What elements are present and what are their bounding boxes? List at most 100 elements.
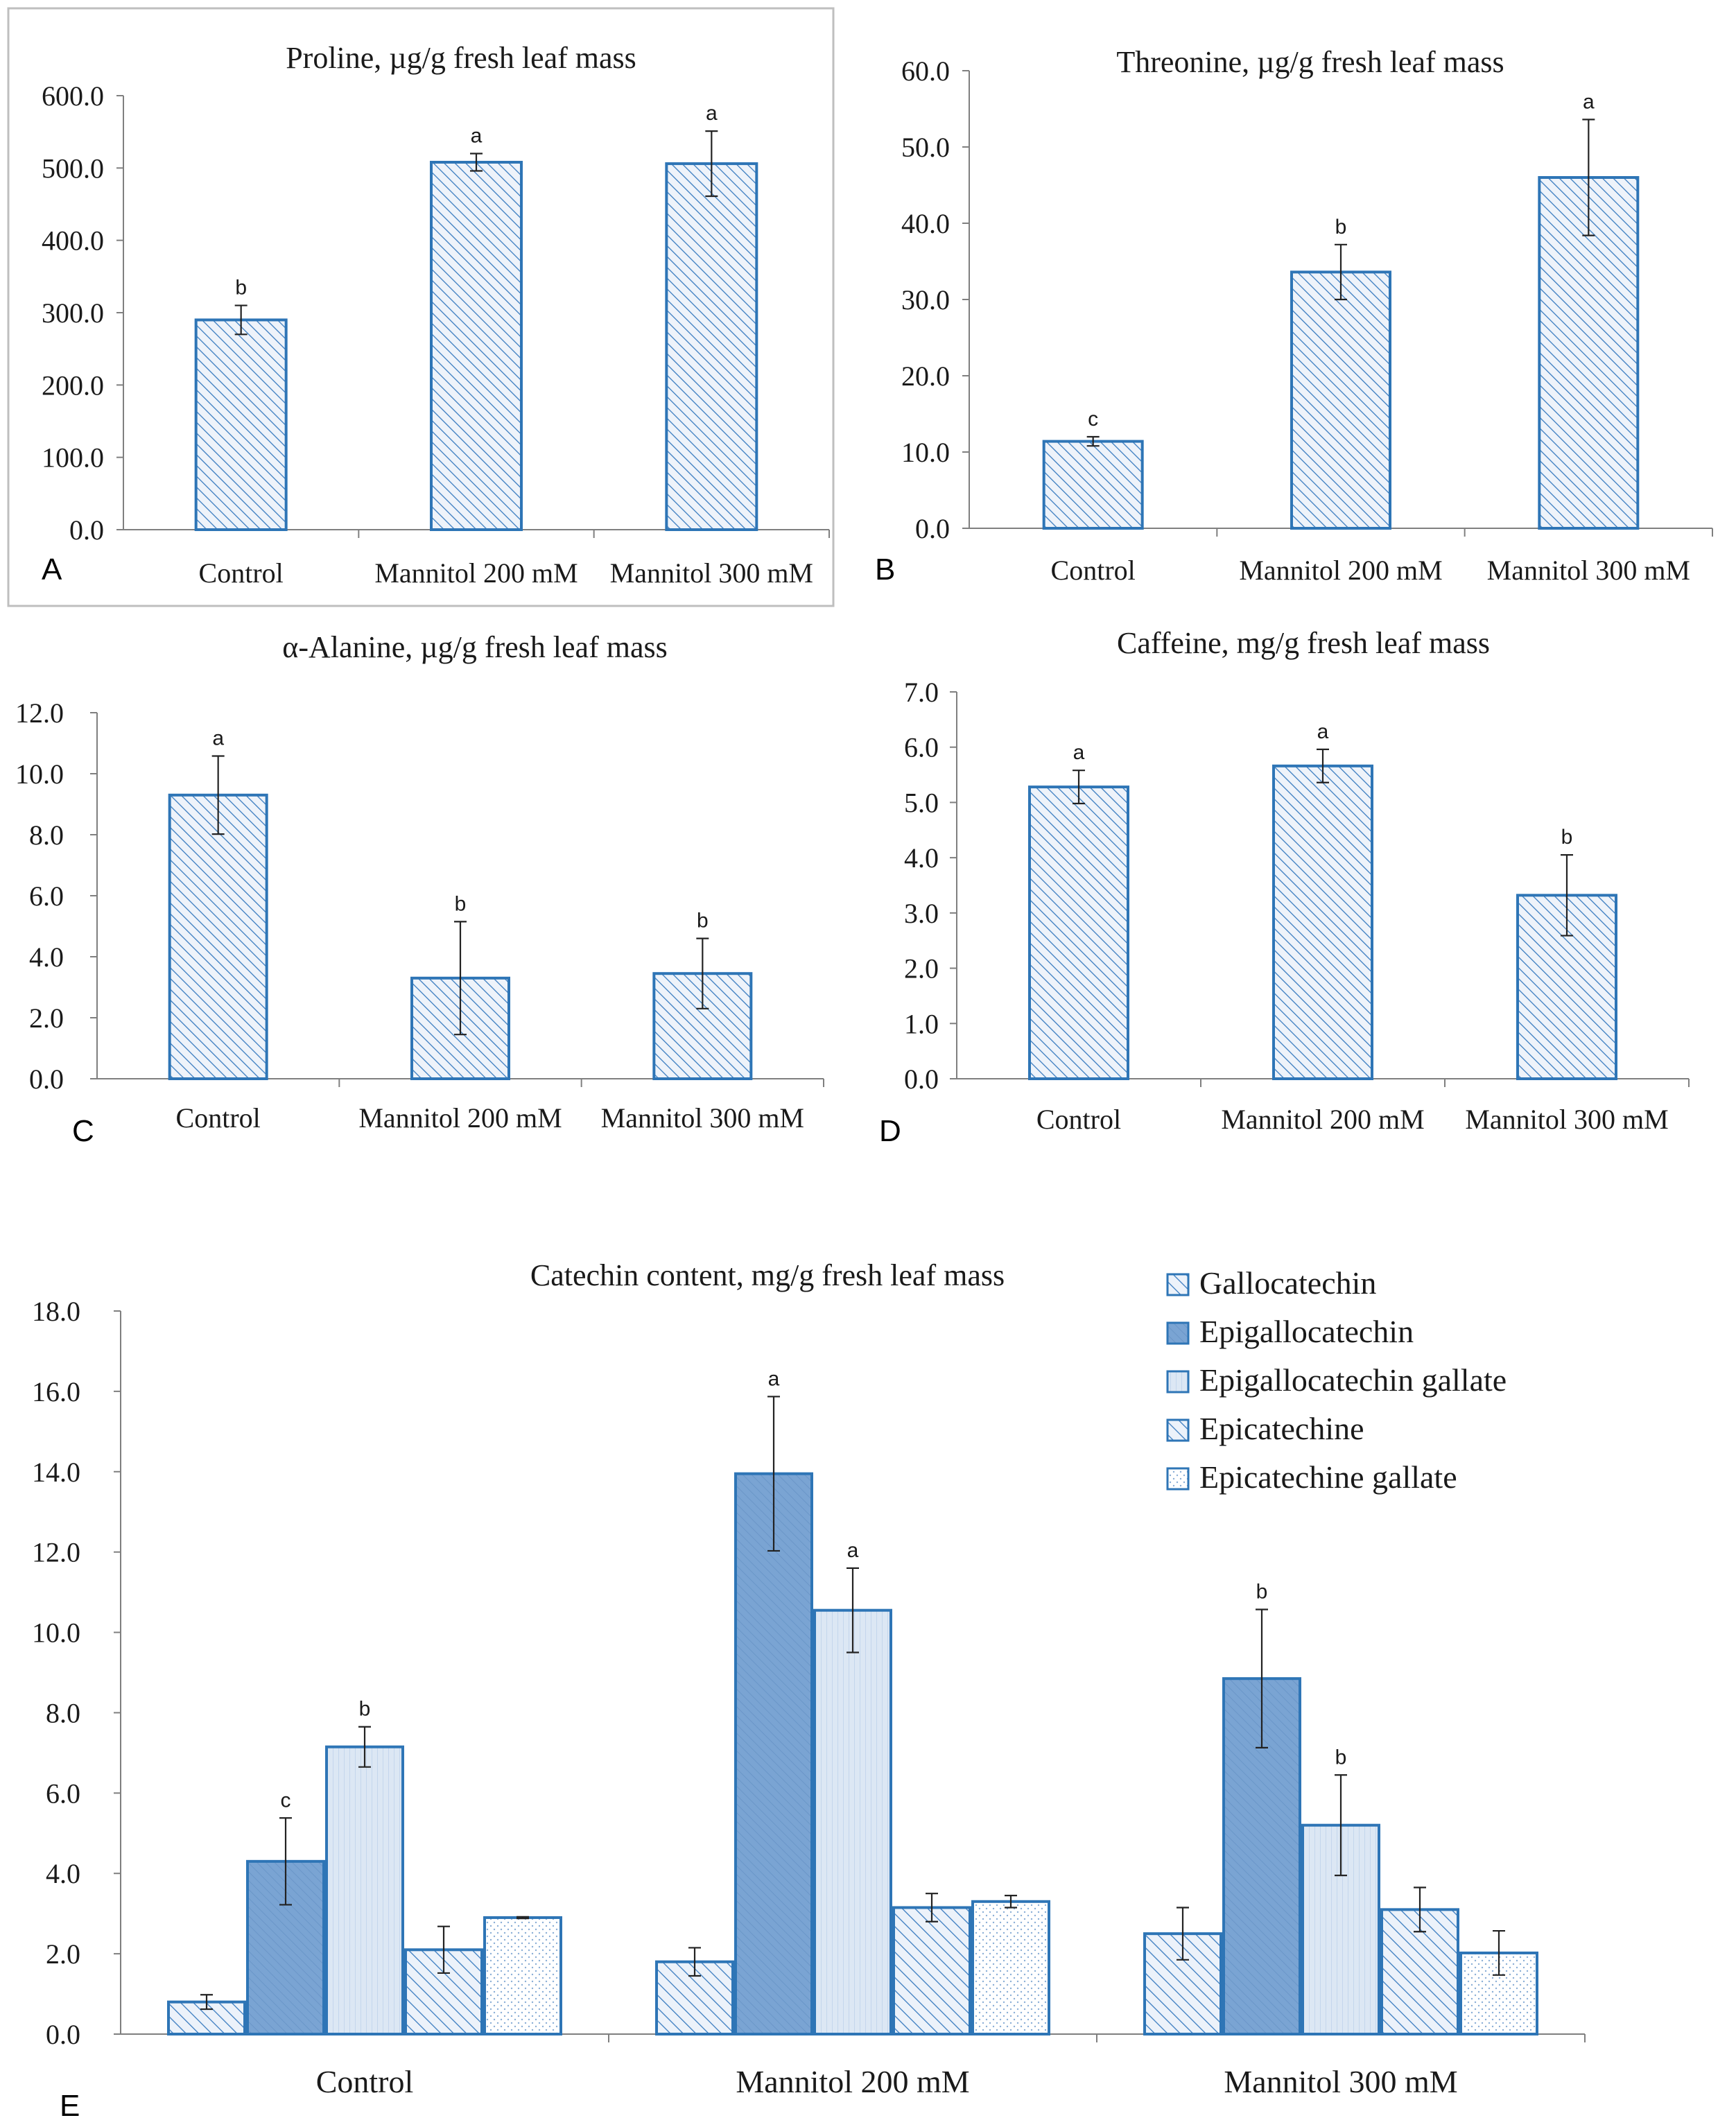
- panel-a-frame: [7, 7, 835, 607]
- x-tick-label: Control: [199, 557, 284, 589]
- y-tick-label: 600.0: [42, 80, 104, 112]
- legend-swatch: [1166, 1273, 1190, 1296]
- panel-letter: C: [72, 1114, 94, 1148]
- x-tick-label: Mannitol 200 mM: [736, 2064, 969, 2099]
- y-tick-label: 0.0: [69, 514, 104, 546]
- y-tick-label: 2.0: [46, 1938, 80, 1970]
- bar: [971, 1900, 1050, 2036]
- significance-label: a: [1583, 90, 1595, 113]
- y-tick-label: 10.0: [32, 1617, 80, 1649]
- chart-title: α-Alanine, µg/g fresh leaf mass: [282, 630, 667, 664]
- y-tick-label: 60.0: [901, 55, 950, 87]
- y-tick-label: 18.0: [32, 1296, 80, 1327]
- y-tick-label: 16.0: [32, 1376, 80, 1407]
- significance-label: b: [235, 277, 247, 299]
- significance-label: a: [1073, 741, 1085, 764]
- bar: [194, 318, 288, 531]
- y-tick-label: 8.0: [29, 819, 64, 851]
- bar: [430, 160, 523, 531]
- legend-swatch: [1166, 1321, 1190, 1345]
- y-tick-label: 4.0: [904, 842, 939, 874]
- significance-label: a: [706, 102, 718, 125]
- y-tick-label: 3.0: [904, 898, 939, 929]
- bar: [1042, 440, 1144, 530]
- bar: [734, 1472, 813, 2036]
- chart-panel-e: Catechin content, mg/g fresh leaf mass 0…: [32, 1258, 1586, 2123]
- significance-label: c: [1088, 408, 1098, 431]
- bar: [483, 1916, 562, 2036]
- significance-label: a: [1317, 720, 1329, 743]
- y-tick-label: 400.0: [42, 225, 104, 257]
- chart-panel-c: α-Alanine, µg/g fresh leaf mass 0.0 2.0 4.…: [15, 630, 824, 1148]
- y-tick-label: 10.0: [901, 437, 950, 468]
- legend-swatch: [1166, 1370, 1190, 1394]
- y-tick-label: 100.0: [42, 442, 104, 474]
- significance-label: b: [1335, 1746, 1347, 1769]
- y-tick-label: 40.0: [901, 208, 950, 239]
- legend-label: Epicatechine gallate: [1199, 1459, 1457, 1495]
- panel-letter: E: [60, 2089, 80, 2123]
- y-tick-label: 4.0: [46, 1858, 80, 1889]
- significance-label: b: [1561, 826, 1573, 849]
- bar: [325, 1745, 404, 2036]
- bar: [1028, 785, 1129, 1080]
- y-tick-label: 20.0: [901, 361, 950, 392]
- chart-title: Catechin content, mg/g fresh leaf mass: [530, 1258, 1005, 1292]
- significance-label: a: [768, 1367, 780, 1390]
- y-tick-label: 0.0: [904, 1064, 939, 1095]
- x-tick-label: Control: [1051, 555, 1136, 586]
- chart-panel-b: Threonine, µg/g fresh leaf mass 0.0 10.0 2…: [875, 45, 1713, 587]
- x-tick-label: Mannitol 300 mM: [1224, 2064, 1457, 2099]
- x-tick-label: Control: [1036, 1104, 1121, 1135]
- y-tick-label: 300.0: [42, 297, 104, 329]
- bar: [1290, 270, 1391, 530]
- y-tick-label: 6.0: [29, 880, 64, 912]
- y-tick-label: 6.0: [46, 1778, 80, 1809]
- legend-label: Epigallocatechin: [1199, 1314, 1414, 1349]
- legend-label: Epicatechine: [1199, 1411, 1364, 1446]
- bar: [892, 1906, 971, 2036]
- bar: [813, 1608, 892, 2035]
- chart-title: Caffeine, mg/g fresh leaf mass: [1117, 626, 1490, 660]
- x-tick-label: Mannitol 200 mM: [1239, 555, 1442, 586]
- y-tick-label: 0.0: [29, 1064, 64, 1095]
- x-tick-label: Mannitol 300 mM: [601, 1102, 804, 1134]
- panel-letter: A: [42, 553, 62, 587]
- chart-title: Threonine, µg/g fresh leaf mass: [1116, 45, 1504, 79]
- legend-swatch: [1166, 1467, 1190, 1491]
- bar: [665, 162, 758, 532]
- significance-label: b: [359, 1698, 371, 1721]
- legend: Gallocatechin Epigallocatechin Epigallocat…: [1166, 1265, 1507, 1495]
- y-tick-label: 12.0: [32, 1537, 80, 1568]
- x-tick-label: Mannitol 300 mM: [1487, 555, 1690, 586]
- x-tick-label: Mannitol 200 mM: [374, 557, 578, 589]
- significance-label: a: [212, 727, 224, 749]
- significance-label: b: [1335, 216, 1347, 238]
- significance-label: a: [471, 124, 483, 147]
- y-tick-label: 500.0: [42, 153, 104, 184]
- legend-label: Gallocatechin: [1199, 1265, 1376, 1301]
- y-tick-label: 200.0: [42, 370, 104, 401]
- y-tick-label: 50.0: [901, 132, 950, 163]
- x-tick-label: Control: [176, 1102, 261, 1134]
- legend-swatch: [1166, 1418, 1190, 1442]
- chart-panel-d: Caffeine, mg/g fresh leaf mass 0.0 1.0 2.0…: [879, 626, 1690, 1148]
- x-tick-label: Mannitol 300 mM: [610, 557, 813, 589]
- x-tick-label: Mannitol 200 mM: [1221, 1104, 1424, 1135]
- x-tick-label: Mannitol 300 mM: [1465, 1104, 1668, 1135]
- significance-label: a: [847, 1539, 859, 1562]
- y-tick-label: 2.0: [904, 953, 939, 984]
- y-tick-label: 12.0: [15, 697, 64, 729]
- x-tick-label: Mannitol 200 mM: [358, 1102, 562, 1134]
- chart-panel-a: Proline, µg/g fresh leaf mass 0.0 100.0 20…: [42, 41, 830, 589]
- panel-letter: D: [879, 1114, 901, 1148]
- significance-label: b: [697, 910, 709, 932]
- y-tick-label: 2.0: [29, 1002, 64, 1034]
- bar: [168, 793, 268, 1081]
- y-tick-label: 8.0: [46, 1697, 80, 1728]
- legend-label: Epigallocatechin gallate: [1199, 1362, 1507, 1398]
- y-tick-label: 30.0: [901, 284, 950, 315]
- y-tick-label: 7.0: [904, 677, 939, 708]
- chart-title: Proline, µg/g fresh leaf mass: [286, 41, 636, 75]
- significance-label: b: [1256, 1581, 1268, 1604]
